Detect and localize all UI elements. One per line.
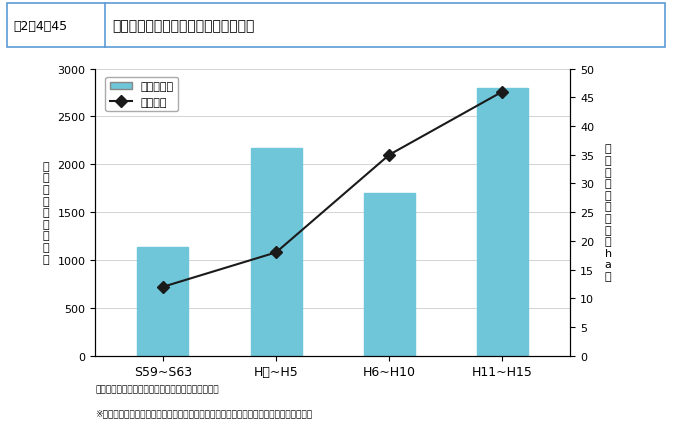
Bar (364, 194, 415, 356)
Text: 図2－4－45: 図2－4－45 (14, 20, 68, 33)
Legend: 水害被害額, 水害密度: 水害被害額, 水害密度 (105, 78, 179, 112)
Bar (137, 247, 188, 356)
Bar (251, 149, 301, 356)
Text: （国土交通省河川局「水害統計」より内閣府作成）: （国土交通省河川局「水害統計」より内閣府作成） (95, 384, 219, 393)
Text: ※水害密度：水害面積（水害による「宅地その他」の浸水面積）当たりの一般資産被害額: ※水害密度：水害面積（水害による「宅地その他」の浸水面積）当たりの一般資産被害額 (95, 408, 312, 417)
Bar (477, 89, 528, 356)
FancyBboxPatch shape (7, 4, 665, 48)
Y-axis label: 水
害
被
害
額
（
億
円
）: 水 害 被 害 額 （ 億 円 ） (43, 161, 50, 264)
Text: 一般資産水害被害及び水害密度の推移: 一般資産水害被害及び水害密度の推移 (112, 19, 255, 33)
Y-axis label: 水
害
密
度
（
百
万
円
／
h
a
）: 水 害 密 度 （ 百 万 円 ／ h a ） (604, 144, 612, 281)
